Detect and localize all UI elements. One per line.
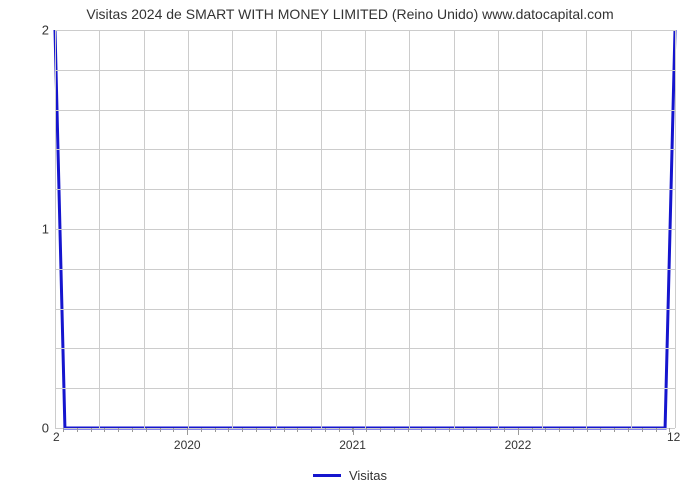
x-minor-tick	[91, 428, 92, 432]
x-minor-tick	[408, 428, 409, 432]
x-minor-tick	[421, 428, 422, 432]
gridline-horizontal	[55, 388, 675, 389]
y-tick-label: 1	[42, 222, 55, 237]
x-minor-tick	[132, 428, 133, 432]
chart-title: Visitas 2024 de SMART WITH MONEY LIMITED…	[0, 6, 700, 22]
x-minor-tick	[215, 428, 216, 432]
x-minor-tick	[160, 428, 161, 432]
x-minor-tick	[201, 428, 202, 432]
x-minor-tick	[587, 428, 588, 432]
x-minor-tick	[476, 428, 477, 432]
gridline-horizontal	[55, 30, 675, 31]
x-minor-tick	[435, 428, 436, 432]
x-minor-tick	[311, 428, 312, 432]
x-tick-label: 2021	[339, 428, 366, 452]
x-minor-tick	[63, 428, 64, 432]
x-minor-tick	[573, 428, 574, 432]
x-minor-tick	[532, 428, 533, 432]
x-minor-tick	[297, 428, 298, 432]
gridline-horizontal	[55, 348, 675, 349]
gridline-horizontal	[55, 149, 675, 150]
x-minor-tick	[600, 428, 601, 432]
gridline-horizontal	[55, 269, 675, 270]
x-minor-tick	[656, 428, 657, 432]
x-minor-tick	[559, 428, 560, 432]
x-minor-tick	[490, 428, 491, 432]
x-minor-tick	[256, 428, 257, 432]
gridline-horizontal	[55, 229, 675, 230]
x-tick-label: 2020	[174, 428, 201, 452]
y-tick-label: 2	[42, 23, 55, 38]
x-minor-tick	[270, 428, 271, 432]
x-minor-tick	[380, 428, 381, 432]
x-minor-tick	[242, 428, 243, 432]
x-minor-tick	[449, 428, 450, 432]
x-minor-tick	[366, 428, 367, 432]
x-minor-tick	[284, 428, 285, 432]
x-minor-tick	[325, 428, 326, 432]
gridline-horizontal	[55, 189, 675, 190]
x-minor-tick	[642, 428, 643, 432]
x-minor-tick	[104, 428, 105, 432]
x-tick-label: 2022	[505, 428, 532, 452]
x-minor-tick	[628, 428, 629, 432]
x-minor-tick	[77, 428, 78, 432]
gridline-horizontal	[55, 110, 675, 111]
legend: Visitas	[0, 468, 700, 483]
x-minor-tick	[545, 428, 546, 432]
x-minor-tick	[394, 428, 395, 432]
x-minor-tick	[228, 428, 229, 432]
gridline-horizontal	[55, 309, 675, 310]
plot-area: 012202020212022	[55, 30, 675, 428]
gridline-vertical	[675, 30, 676, 428]
x-corner-right: 12	[667, 430, 680, 444]
legend-label: Visitas	[349, 468, 387, 483]
x-minor-tick	[463, 428, 464, 432]
x-corner-left: 2	[53, 430, 60, 444]
gridline-horizontal	[55, 70, 675, 71]
legend-swatch	[313, 474, 341, 477]
x-minor-tick	[118, 428, 119, 432]
x-minor-tick	[614, 428, 615, 432]
x-minor-tick	[146, 428, 147, 432]
